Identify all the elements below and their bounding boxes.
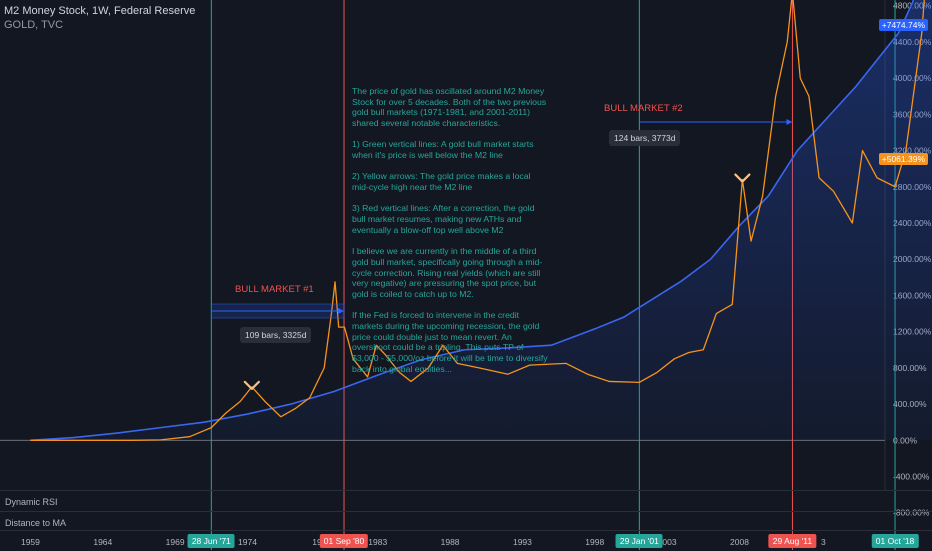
annotation-paragraph: The price of gold has oscillated around … xyxy=(352,86,547,129)
bull-market-2-arrowhead-icon xyxy=(786,119,793,125)
legend-main-series[interactable]: M2 Money Stock, 1W, Federal Reserve xyxy=(4,5,196,17)
bull-market-1-range: 109 bars, 3325d xyxy=(240,327,312,343)
x-tick-label: 19 xyxy=(312,537,322,547)
x-tick-label: 2008 xyxy=(730,537,749,547)
x-tick-label: 2003 xyxy=(657,537,677,547)
x-tick-label: 1959 xyxy=(20,537,40,547)
x-tick-label: 1974 xyxy=(238,537,257,547)
annotation-paragraph: 1) Green vertical lines: A gold bull mar… xyxy=(352,139,534,161)
m2-area-fill xyxy=(30,0,932,441)
y-tick-label: -400.00% xyxy=(893,472,930,482)
indicator-pane-rsi[interactable]: Dynamic RSI xyxy=(0,490,932,513)
bull-market-2-label[interactable]: BULL MARKET #2 xyxy=(604,103,683,114)
x-tick-label: 3 xyxy=(821,537,826,547)
x-axis-marker-badge: 29 Jan '01 xyxy=(615,534,663,548)
x-axis[interactable]: 1959 1964 1969 1974 1983 1988 1993 1998 2003 2008… xyxy=(0,530,932,551)
x-tick-label: 1993 xyxy=(512,537,532,547)
annotation-paragraph: 3) Red vertical lines: After a correctio… xyxy=(352,203,535,235)
x-axis-marker-badge: 01 Oct '18 xyxy=(871,534,919,548)
bull-market-2-range: 124 bars, 3773d xyxy=(609,130,681,146)
mid-cycle-arrow-icon[interactable] xyxy=(243,380,260,390)
x-tick-label: 1998 xyxy=(585,537,605,547)
m2-last-value-badge: +7474.74% xyxy=(878,19,928,31)
bull-market-1-range-arrowhead-icon xyxy=(338,308,345,314)
bull-market-1-label[interactable]: BULL MARKET #1 xyxy=(235,284,314,295)
gold-series-line[interactable] xyxy=(30,0,932,441)
gold-last-value-badge: +5061.39% xyxy=(878,153,928,165)
annotation-text[interactable]: The price of gold has oscillated around … xyxy=(352,86,548,385)
x-tick-label: 1964 xyxy=(93,537,113,547)
annotation-paragraph: 2) Yellow arrows: The gold price makes a… xyxy=(352,171,531,193)
indicator-pane-rsi-label: Dynamic RSI xyxy=(5,497,58,507)
m2-series-line[interactable] xyxy=(30,0,932,442)
x-axis-marker-badge: 01 Sep '80 xyxy=(319,534,369,548)
x-axis-marker-badge: 28 Jun '71 xyxy=(187,534,235,548)
x-tick-label: 1988 xyxy=(440,537,460,547)
annotation-paragraph: I believe we are currently in the middle… xyxy=(352,246,543,299)
x-tick-label: 1969 xyxy=(165,537,185,547)
x-axis-marker-badge: 29 Aug '11 xyxy=(768,534,817,548)
mid-cycle-arrow-icon[interactable] xyxy=(734,173,751,183)
legend-compare-series[interactable]: GOLD, TVC xyxy=(4,19,64,31)
indicator-pane-distance-label: Distance to MA xyxy=(5,518,67,528)
y-tick-label: -800.00% xyxy=(893,508,930,518)
annotation-paragraph: If the Fed is forced to intervene in the… xyxy=(352,310,548,374)
x-tick-label: 1983 xyxy=(368,537,388,547)
indicator-pane-distance[interactable]: Distance to MA xyxy=(0,511,932,534)
chart-legend: M2 Money Stock, 1W, Federal Reserve GOLD… xyxy=(4,4,195,32)
